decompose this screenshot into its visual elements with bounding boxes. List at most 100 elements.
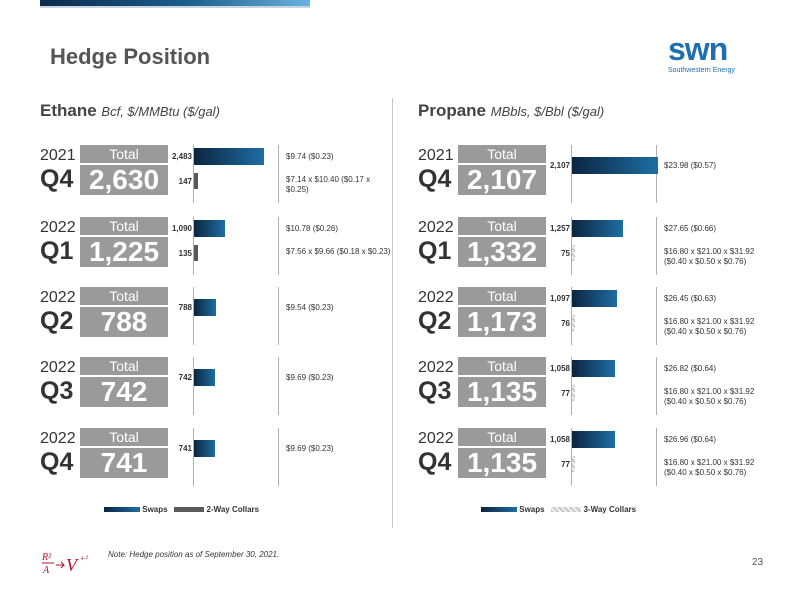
swap-price: $23.98 ($0.57) xyxy=(664,161,717,170)
swap-volume: 1,090 xyxy=(171,224,192,233)
bar-axis-line xyxy=(193,287,194,345)
page-title: Hedge Position xyxy=(50,44,211,69)
collar-bar xyxy=(572,315,576,331)
legend-3way-swatch xyxy=(551,507,582,513)
swap-bar xyxy=(194,440,215,457)
collar-price: $7.56 x $9.66 ($0.18 x $0.23) xyxy=(286,247,391,256)
propane-row-2021-q4: 2021 Q4 Total 2,107 2,107 $23.98 ($0.57) xyxy=(418,145,768,205)
swap-volume: 1,097 xyxy=(549,294,570,303)
legend-collars-label: 2-Way Collars xyxy=(206,505,260,514)
logo-wordmark: swn xyxy=(668,31,728,67)
total-label: Total xyxy=(80,357,168,375)
propane-row-2022-q4: 2022 Q4 Total 1,135 1,058 $26.96 ($0.64) 77 $16… xyxy=(418,428,768,488)
swap-price: $9.54 ($0.23) xyxy=(286,303,334,312)
total-label: Total xyxy=(458,357,546,375)
bar-axis-line xyxy=(571,217,572,275)
total-value: 741 xyxy=(80,448,168,478)
propane-legend: Swaps 3-Way Collars xyxy=(481,505,636,514)
collar-price: $16.80 x $21.00 x $31.92 ($0.40 x $0.50 … xyxy=(664,247,755,266)
bar-axis-line xyxy=(193,145,194,203)
total-label: Total xyxy=(80,217,168,235)
total-value: 1,135 xyxy=(458,448,546,478)
quarter-label: Q4 xyxy=(40,165,74,193)
legend-swaps-swatch xyxy=(481,507,517,513)
collar-volume: 77 xyxy=(561,460,570,469)
price-divider-line xyxy=(278,217,279,275)
swap-volume: 2,483 xyxy=(171,152,192,161)
collar-price: $16.80 x $21.00 x $31.92 ($0.40 x $0.50 … xyxy=(664,387,755,406)
price-divider-line xyxy=(656,145,657,203)
svg-text:+²: +² xyxy=(80,554,88,563)
swap-bar xyxy=(194,220,225,237)
svg-text:R²: R² xyxy=(41,552,52,563)
total-label: Total xyxy=(458,145,546,163)
price-divider-line xyxy=(656,287,657,345)
swap-bar xyxy=(572,220,624,237)
collar-bar xyxy=(572,245,576,261)
ethane-row-2022-q2: 2022 Q2 Total 788 788 $9.54 ($0.23) xyxy=(40,287,390,347)
total-value: 1,225 xyxy=(80,237,168,267)
year-label: 2022 xyxy=(418,219,454,236)
swap-price: $9.69 ($0.23) xyxy=(286,373,334,382)
quarter-label: Q1 xyxy=(40,237,74,265)
formula-logo: R² A V +² xyxy=(41,552,88,576)
total-value: 1,332 xyxy=(458,237,546,267)
year-label: 2021 xyxy=(418,147,454,164)
quarter-label: Q4 xyxy=(40,448,74,476)
swap-volume: 741 xyxy=(178,444,192,453)
swap-price: $9.69 ($0.23) xyxy=(286,444,334,453)
propane-section-title: Propane MBbls, $/Bbl ($/gal) xyxy=(418,101,604,121)
total-value: 1,173 xyxy=(458,307,546,337)
legend-collars-swatch xyxy=(174,507,205,513)
legend-swaps-label: Swaps xyxy=(142,505,168,514)
swap-bar xyxy=(194,369,215,386)
collar-price: $7.14 x $10.40 ($0.17 x $0.25) xyxy=(286,175,371,194)
ethane-legend: Swaps 2-Way Collars xyxy=(104,505,259,514)
ethane-row-2022-q1: 2022 Q1 Total 1,225 1,090 $10.78 ($0.26) 135 $7… xyxy=(40,217,391,277)
top-accent-line xyxy=(40,6,310,8)
total-label: Total xyxy=(80,428,168,446)
legend-collars-label: 3-Way Collars xyxy=(583,505,637,514)
price-divider-line xyxy=(278,287,279,345)
total-label: Total xyxy=(458,287,546,305)
swap-price: $26.96 ($0.64) xyxy=(664,435,717,444)
swap-volume: 1,058 xyxy=(549,435,570,444)
collar-bar xyxy=(572,385,576,401)
page-number: 23 xyxy=(752,557,764,568)
collar-price: $16.80 x $21.00 x $31.92 ($0.40 x $0.50 … xyxy=(664,458,755,477)
year-label: 2022 xyxy=(418,289,454,306)
ethane-title: Ethane xyxy=(40,101,97,120)
swap-bar xyxy=(572,290,617,307)
svg-text:V: V xyxy=(66,555,79,575)
quarter-label: Q3 xyxy=(418,377,452,405)
swap-volume: 1,257 xyxy=(549,224,570,233)
quarter-label: Q4 xyxy=(418,165,452,193)
bar-axis-line xyxy=(571,145,572,203)
quarter-label: Q2 xyxy=(418,307,452,335)
propane-row-2022-q3: 2022 Q3 Total 1,135 1,058 $26.82 ($0.64) 77 $16… xyxy=(418,357,768,417)
price-divider-line xyxy=(656,357,657,415)
total-value: 1,135 xyxy=(458,377,546,407)
ethane-row-2022-q4: 2022 Q4 Total 741 741 $9.69 ($0.23) xyxy=(40,428,390,488)
total-value: 2,107 xyxy=(458,165,546,195)
ethane-row-2021-q4: 2021 Q4 Total 2,630 2,483 $9.74 ($0.23) 147 $7.… xyxy=(40,145,390,205)
total-value: 2,630 xyxy=(80,165,168,195)
swap-volume: 788 xyxy=(178,303,192,312)
legend-swaps-swatch xyxy=(104,507,140,513)
price-divider-line xyxy=(278,145,279,203)
swap-bar xyxy=(194,299,217,316)
swap-price: $26.45 ($0.63) xyxy=(664,294,717,303)
propane-row-2022-q2: 2022 Q2 Total 1,173 1,097 $26.45 ($0.63) 76 $16… xyxy=(418,287,768,347)
total-label: Total xyxy=(458,217,546,235)
collar-volume: 135 xyxy=(178,249,192,258)
bar-axis-line xyxy=(571,357,572,415)
ethane-unit: Bcf, $/MMBtu ($/gal) xyxy=(101,104,220,119)
propane-title: Propane xyxy=(418,101,487,120)
quarter-label: Q1 xyxy=(418,237,452,265)
bar-axis-line xyxy=(571,428,572,486)
bar-axis-line xyxy=(571,287,572,345)
collar-bar xyxy=(194,173,199,189)
collar-price: $16.80 x $21.00 x $31.92 ($0.40 x $0.50 … xyxy=(664,317,755,336)
price-divider-line xyxy=(278,357,279,415)
swap-volume: 742 xyxy=(178,373,192,382)
